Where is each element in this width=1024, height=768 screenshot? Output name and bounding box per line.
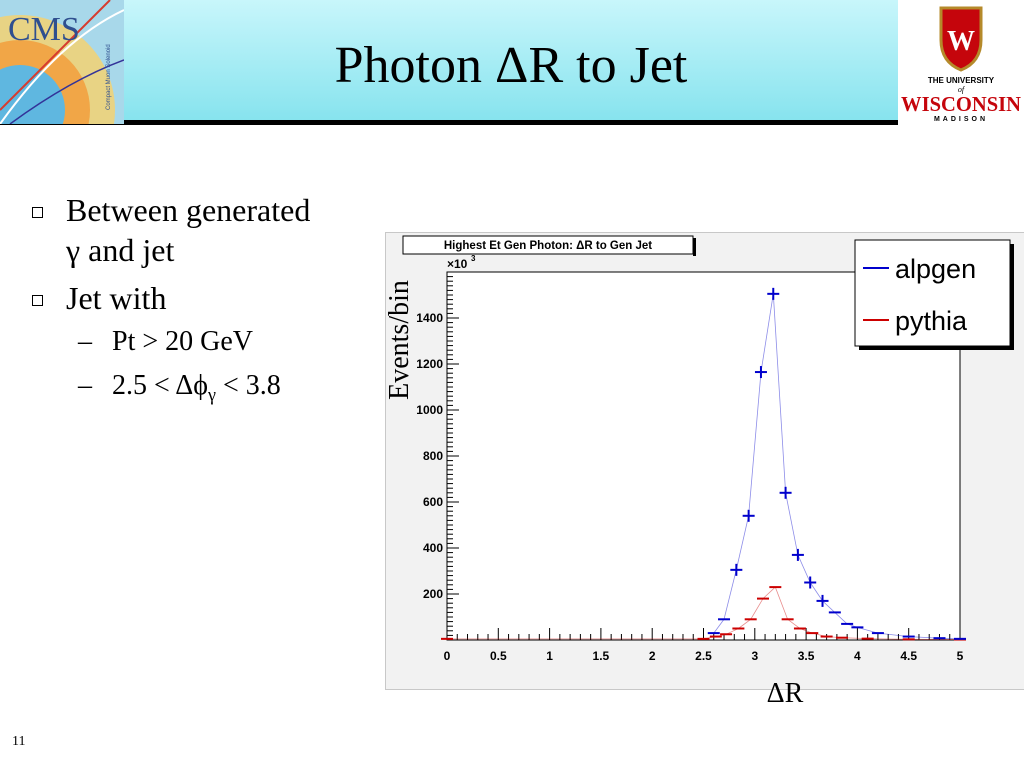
- legend-label-alpgen: alpgen: [895, 254, 976, 284]
- y-axis-label: Events/bin: [384, 280, 415, 400]
- sub-bullet-text: Pt > 20 GeV: [112, 326, 254, 357]
- series-line-pythia: [447, 586, 961, 640]
- uw-logo: W THE UNIVERSITY of WISCONSIN MADISON: [898, 0, 1024, 125]
- x-tick-label: 1.5: [593, 649, 610, 663]
- x-axis: 0 0.5 1 1.5 2 2.5 3 3.5 4 4.5 5: [444, 628, 964, 663]
- x-tick-label: 0.5: [490, 649, 507, 663]
- y-axis: 200 400 600 800 1000 1200 1400: [416, 276, 459, 636]
- bullet-list: Between generated γ and jet Jet with – P…: [28, 190, 388, 415]
- sub-bullet-text-prefix: 2.5 < Δϕ: [112, 370, 208, 401]
- uw-logo-line1: THE UNIVERSITY: [928, 76, 995, 85]
- cms-logo: CMS Compact Muon Solenoid: [0, 0, 124, 124]
- cms-logo-track-2: [0, 0, 111, 111]
- cms-logo-track-3: [9, 59, 124, 124]
- page-number: 11: [12, 734, 26, 749]
- x-axis-label: ΔR: [766, 678, 804, 709]
- cms-logo-ring-inner: [0, 65, 65, 124]
- cms-logo-text: CMS: [8, 11, 80, 48]
- histogram-plot: Highest Et Gen Photon: ΔR to Gen Jet ×10…: [385, 232, 1024, 690]
- plot-title: Highest Et Gen Photon: ΔR to Gen Jet: [444, 240, 652, 252]
- title-underline: [0, 120, 898, 125]
- dash-bullet-icon: –: [78, 326, 92, 357]
- y-tick-label: 1400: [416, 311, 443, 325]
- x-tick-label: 3: [751, 649, 758, 663]
- x-tick-label: 4.5: [900, 649, 917, 663]
- uw-logo-line2: WISCONSIN: [901, 92, 1021, 116]
- dash-bullet-icon: –: [78, 370, 92, 401]
- y-tick-label: 200: [423, 587, 443, 601]
- cms-logo-caption: Compact Muon Solenoid: [106, 44, 112, 110]
- sub-bullet-text-suffix: < 3.8: [215, 370, 281, 401]
- y-tick-label: 1200: [416, 357, 443, 371]
- x-tick-label: 3.5: [798, 649, 815, 663]
- bullet-item: Jet with: [28, 278, 388, 318]
- plot-title-shadow: [693, 238, 696, 256]
- x-tick-label: 2.5: [695, 649, 712, 663]
- bullet-item: Between generated γ and jet: [28, 190, 388, 270]
- legend-label-pythia: pythia: [895, 306, 968, 336]
- uw-logo-of: of: [958, 85, 966, 94]
- uw-crest-letter: W: [947, 26, 975, 57]
- uw-logo-line3: MADISON: [934, 116, 988, 123]
- bullet-text-continued: γ and jet: [66, 232, 175, 268]
- legend-box: [854, 239, 1011, 347]
- sub-bullet-subscript: γ: [208, 384, 216, 405]
- square-bullet-icon: [32, 295, 43, 306]
- y-tick-label: 600: [423, 495, 443, 509]
- uw-crest-icon: [939, 6, 983, 72]
- cms-logo-track-1: [0, 9, 124, 124]
- bullet-text: Between generated: [66, 192, 311, 228]
- x-tick-label: 4: [854, 649, 861, 663]
- x-tick-label: 5: [957, 649, 964, 663]
- sub-bullet-item: – Pt > 20 GeV: [28, 322, 388, 362]
- square-bullet-icon: [32, 207, 43, 218]
- x-tick-label: 1: [546, 649, 553, 663]
- series-layer: [441, 287, 966, 641]
- y-tick-label: 400: [423, 541, 443, 555]
- slide-title: Photon ΔR to Jet: [334, 37, 688, 94]
- x-tick-label: 2: [649, 649, 656, 663]
- title-bar: [0, 0, 898, 122]
- y-exponent-power: 3: [471, 254, 476, 263]
- x-tick-label: 0: [444, 649, 451, 663]
- bullet-text: Jet with: [66, 280, 167, 316]
- sub-bullet-item: – 2.5 < Δϕγ < 3.8: [28, 366, 388, 415]
- y-tick-label: 800: [423, 449, 443, 463]
- y-exponent-label: ×10: [447, 257, 468, 271]
- y-tick-label: 1000: [416, 403, 443, 417]
